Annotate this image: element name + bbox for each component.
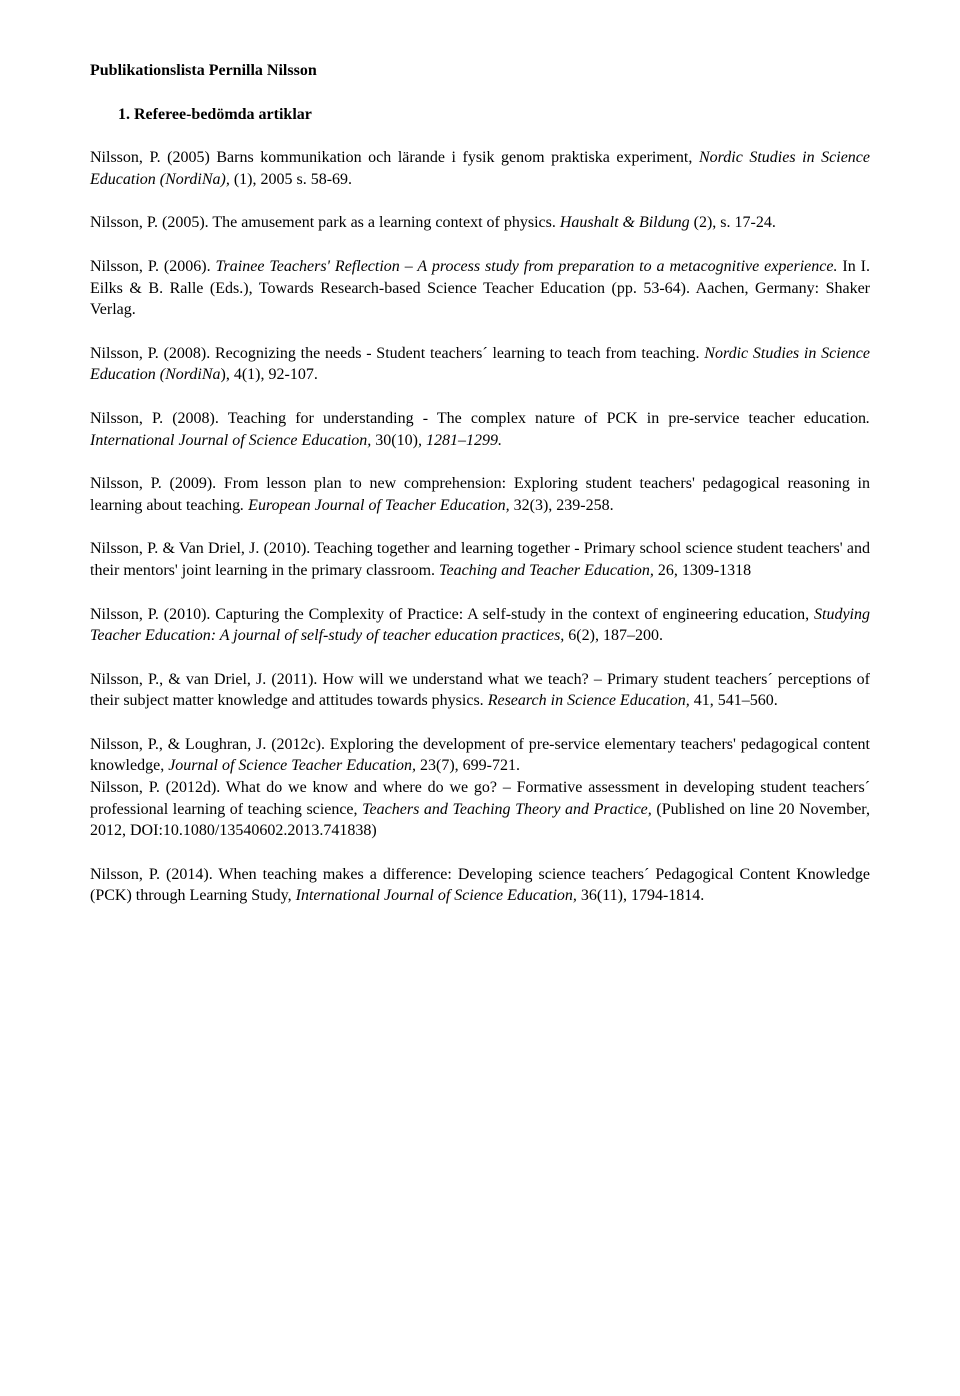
entry-text: Research in Science Education, xyxy=(488,692,694,709)
entry-text: ), 4(1), 92-107. xyxy=(221,366,318,383)
entry-text: 6(2), 187–200. xyxy=(568,627,663,644)
publication-entry: Nilsson, P. (2006). Trainee Teachers' Re… xyxy=(90,256,870,321)
entry-text: Teachers and Teaching Theory and Practic… xyxy=(362,801,656,818)
section-heading: 1. Referee-bedömda artiklar xyxy=(118,104,870,126)
publication-entry: Nilsson, P. & Van Driel, J. (2010). Teac… xyxy=(90,538,870,581)
entry-text: International Journal of Science Educati… xyxy=(296,887,581,904)
entry-text: 30(10) xyxy=(375,432,418,449)
publication-entry: Nilsson, P. (2009). From lesson plan to … xyxy=(90,473,870,516)
entry-text: Nilsson, P. (2006). xyxy=(90,258,216,275)
publication-entry: Nilsson, P. (2010). Capturing the Comple… xyxy=(90,604,870,647)
publication-entry: Nilsson, P. (2008). Teaching for underst… xyxy=(90,408,870,451)
entry-text: Nilsson, P. (2010). Capturing the Comple… xyxy=(90,606,814,623)
entry-text: Haushalt & Bildung xyxy=(560,214,690,231)
entry-text: 23(7), 699-721. xyxy=(420,757,520,774)
publication-entry: Nilsson, P., & Loughran, J. (2012c). Exp… xyxy=(90,734,870,777)
publication-entry: Nilsson, P. (2012d). What do we know and… xyxy=(90,777,870,842)
entry-text: 32(3), 239-258. xyxy=(514,497,614,514)
entry-text: (1), 2005 s. 58-69. xyxy=(230,171,352,188)
entry-text: , 541–560. xyxy=(710,692,778,709)
entry-text: Journal of Science Teacher Education, xyxy=(168,757,420,774)
entry-text: 41 xyxy=(694,692,710,709)
publication-entry: Nilsson, P. (2005) Barns kommunikation o… xyxy=(90,147,870,190)
entry-text: Teaching and Teacher Education, xyxy=(439,562,658,579)
entry-text: Nilsson, P. (2005). The amusement park a… xyxy=(90,214,560,231)
entry-text: Nilsson, P. (2008). Recognizing the need… xyxy=(90,345,704,362)
entry-text: Nilsson, P. (2008). Teaching for underst… xyxy=(90,410,866,427)
entry-text: . European Journal of Teacher Education, xyxy=(240,497,513,514)
publication-entry: Nilsson, P., & van Driel, J. (2011). How… xyxy=(90,669,870,712)
entry-text: 26, 1309-1318 xyxy=(658,562,751,579)
publication-list: Nilsson, P. (2005) Barns kommunikation o… xyxy=(90,147,870,907)
page-title: Publikationslista Pernilla Nilsson xyxy=(90,60,870,82)
publication-entry: Nilsson, P. (2008). Recognizing the need… xyxy=(90,343,870,386)
publication-entry: Nilsson, P. (2014). When teaching makes … xyxy=(90,864,870,907)
publication-entry: Nilsson, P. (2005). The amusement park a… xyxy=(90,212,870,234)
entry-text: Trainee Teachers' Reflection – A process… xyxy=(216,258,838,275)
entry-text: (2), s. 17-24. xyxy=(690,214,776,231)
entry-text: 36(11), 1794-1814. xyxy=(581,887,704,904)
entry-text: , 1281–1299. xyxy=(418,432,502,449)
entry-text: Nilsson, P. (2005) Barns kommunikation o… xyxy=(90,149,699,166)
